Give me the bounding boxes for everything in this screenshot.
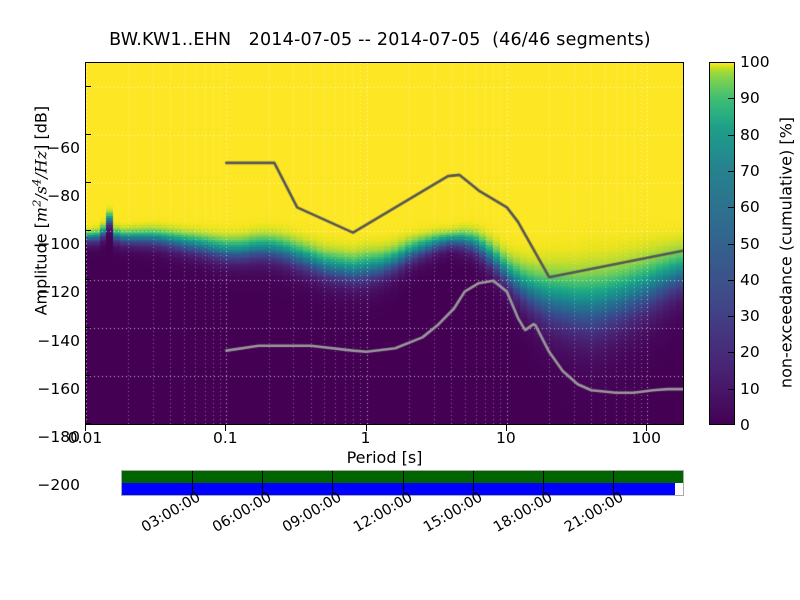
colorbar-tick-label: 30	[740, 307, 760, 326]
x-axis-tick-label: 100	[631, 429, 661, 447]
colorbar-tick-mark	[728, 244, 735, 245]
x-axis-tick-label: 1	[360, 429, 371, 447]
time-axis-tick-label: 03:00:00	[139, 489, 204, 536]
x-axis-tick-mark	[366, 425, 367, 431]
x-axis-tick-mark	[646, 425, 647, 431]
coverage-divider	[402, 471, 404, 495]
colorbar-tick-mark	[728, 98, 735, 99]
time-axis-tick-label: 09:00:00	[280, 489, 345, 536]
y-axis-tick-label: −80	[47, 187, 80, 206]
colorbar-tick-label: 20	[740, 343, 760, 362]
coverage-divider	[262, 471, 264, 495]
colorbar-tick-label: 40	[740, 270, 760, 289]
y-axis-tick-label: −60	[47, 139, 80, 158]
y-axis-tick-mark	[85, 230, 91, 231]
y-axis-label-prefix: Amplitude [	[31, 222, 51, 316]
colorbar-tick-mark	[728, 280, 735, 281]
x-axis-tick-mark	[225, 425, 226, 431]
ppsd-plot-area[interactable]	[85, 62, 684, 425]
x-axis-tick-label: 0.1	[212, 429, 238, 447]
colorbar-tick-mark	[728, 389, 735, 390]
colorbar-tick-mark	[728, 207, 735, 208]
y-axis-tick-mark	[85, 182, 91, 183]
y-axis-tick-mark	[85, 279, 91, 280]
colorbar-tick-label: 70	[740, 161, 760, 180]
time-axis-tick-label: 18:00:00	[491, 489, 556, 536]
y-axis-tick-label: −140	[37, 331, 80, 350]
coverage-divider	[192, 471, 194, 495]
y-axis-label-sup2: 4	[29, 178, 44, 186]
y-axis-tick-label: −120	[37, 283, 80, 302]
y-axis-label-suffix: ] [dB]	[31, 105, 51, 151]
time-axis-tick-label: 06:00:00	[209, 489, 275, 536]
page-title: BW.KW1..EHN 2014-07-05 -- 2014-07-05 (46…	[109, 30, 651, 50]
time-axis-tick-label: 15:00:00	[420, 489, 486, 536]
y-axis-tick-mark	[85, 327, 91, 328]
y-axis-tick-label: −180	[37, 427, 80, 446]
peterson-noise-model-curves	[86, 63, 683, 424]
x-axis-tick-label: 0.01	[67, 429, 103, 447]
data-coverage-bar[interactable]	[121, 470, 684, 496]
coverage-data-row	[122, 483, 683, 495]
colorbar-tick-mark	[728, 352, 735, 353]
y-axis-tick-label: −160	[37, 379, 80, 398]
time-axis-tick-label: 12:00:00	[350, 489, 415, 536]
y-axis-label-math2: /s	[31, 185, 51, 200]
time-axis-tick-label: 21:00:00	[561, 489, 627, 536]
x-axis-label: Period [s]	[346, 448, 423, 467]
y-axis-label-sup1: 2	[29, 199, 44, 207]
x-axis-tick-label: 10	[496, 429, 516, 447]
colorbar-tick-label: 50	[740, 234, 760, 253]
y-axis-label-math3: /Hz	[31, 150, 51, 179]
colorbar-label: non-exceedance (cumulative) [%]	[776, 116, 796, 389]
colorbar[interactable]	[709, 62, 735, 425]
coverage-divider	[332, 471, 334, 495]
colorbar-tick-label: 10	[740, 379, 760, 398]
time-axis-ticklabels: 03:00:00 06:00:00 09:00:00 12:00:00 15:00:00…	[0, 489, 800, 568]
y-axis-tick-mark	[85, 134, 91, 135]
x-axis-tick-mark	[506, 425, 507, 431]
colorbar-tick-mark	[728, 316, 735, 317]
x-axis-ticklabels: 0.01 0.1 1 10 100	[68, 427, 684, 453]
y-axis-tick-label: −200	[37, 476, 80, 494]
colorbar-tick-mark	[728, 171, 735, 172]
coverage-divider	[612, 471, 614, 495]
y-axis-label-math1: m	[31, 206, 51, 223]
colorbar-tick-label: 100	[740, 53, 770, 71]
coverage-data-bar	[122, 483, 675, 495]
x-axis-tick-mark	[85, 425, 86, 431]
y-axis-tick-mark	[85, 423, 91, 424]
coverage-divider	[542, 471, 544, 495]
colorbar-tick-mark	[728, 135, 735, 136]
y-axis-tick-mark	[85, 375, 91, 376]
y-axis-label: Amplitude [m2/s4/Hz] [dB]	[29, 21, 50, 401]
coverage-divider	[472, 471, 474, 495]
colorbar-tick-label: 60	[740, 198, 760, 217]
y-axis-tick-label: −100	[37, 235, 80, 254]
colorbar-tick-label: 90	[740, 89, 760, 108]
colorbar-tick-label: 80	[740, 125, 760, 144]
colorbar-tick-label: 0	[740, 416, 750, 434]
y-axis-ticklabels: −60 −80 −100 −120 −140 −160 −180 −200	[0, 62, 80, 494]
y-axis-tick-mark	[85, 86, 91, 87]
